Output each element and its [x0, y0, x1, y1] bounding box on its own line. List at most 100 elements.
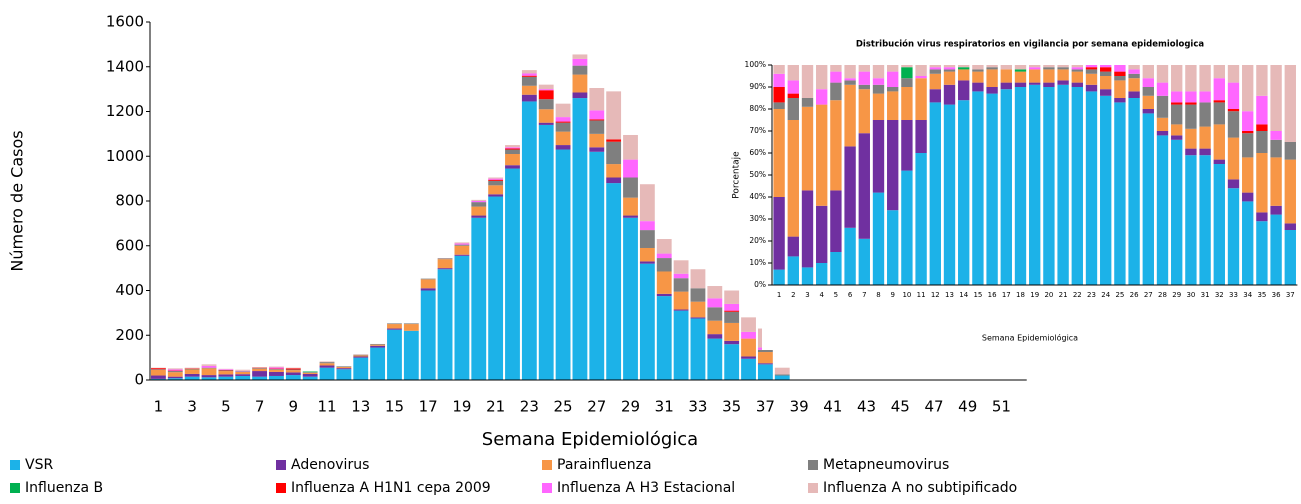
bar-segment — [1001, 83, 1012, 90]
bar-segment — [303, 373, 318, 374]
bar-segment — [1072, 65, 1083, 67]
x-tick-label: 29 — [621, 398, 640, 416]
bar-segment — [1128, 78, 1139, 91]
bar-segment — [404, 324, 419, 331]
bar-segment — [539, 89, 554, 90]
bar-segment — [505, 145, 520, 147]
bar-segment — [1029, 69, 1040, 82]
bar-segment — [901, 87, 912, 120]
bar-segment — [218, 374, 233, 376]
bar-segment — [1043, 65, 1054, 67]
bar-segment — [573, 54, 588, 58]
bar-segment — [1143, 87, 1154, 96]
bar-segment — [1171, 135, 1182, 139]
bar-segment — [930, 69, 941, 73]
legend-label: Influenza A H1N1 cepa 2009 — [291, 480, 491, 496]
bar-segment — [1128, 69, 1139, 73]
y-tick-label: 1200 — [106, 102, 144, 120]
x-tick-label: 35 — [722, 398, 741, 416]
bar-segment — [944, 65, 955, 67]
bar-segment — [1086, 69, 1097, 73]
bar-segment — [1214, 164, 1225, 285]
bar-segment — [788, 98, 799, 120]
x-tick-label: 36 — [1272, 291, 1281, 299]
bar-segment — [168, 368, 183, 369]
bar-segment — [387, 324, 402, 328]
bar-segment — [505, 147, 520, 148]
bar-segment — [1001, 69, 1012, 82]
bar-segment — [202, 375, 217, 377]
bar-segment — [252, 367, 267, 368]
bar-segment — [707, 339, 722, 380]
x-tick-label: 25 — [554, 398, 573, 416]
bar-segment — [901, 78, 912, 87]
bar-segment — [320, 363, 335, 365]
bar-segment — [151, 369, 166, 370]
bar-segment — [1100, 76, 1111, 89]
x-tick-label: 19 — [1030, 291, 1039, 299]
x-tick-label: 33 — [1229, 291, 1238, 299]
x-tick-label: 47 — [924, 398, 943, 416]
bar-segment — [1285, 230, 1296, 285]
bar-segment — [539, 90, 554, 99]
bar-segment — [972, 83, 983, 92]
bar-segment — [269, 367, 284, 368]
bar-segment — [873, 94, 884, 120]
bar-segment — [1114, 72, 1125, 76]
bar-segment — [252, 371, 267, 377]
bar-segment — [758, 363, 773, 364]
bar-segment — [859, 85, 870, 89]
bar-segment — [944, 85, 955, 105]
bar-segment — [353, 357, 368, 358]
bar-segment — [802, 107, 813, 191]
bar-segment — [454, 244, 469, 245]
bar-segment — [674, 278, 689, 291]
bar-segment — [606, 139, 621, 141]
bar-segment — [235, 372, 250, 374]
bar-segment — [1256, 124, 1267, 131]
bar-segment — [573, 59, 588, 66]
bar-segment — [1256, 221, 1267, 285]
bar-segment — [775, 368, 790, 375]
bar-segment — [1114, 98, 1125, 102]
bar-segment — [640, 230, 655, 248]
y-tick-label: 20% — [749, 236, 766, 245]
x-tick-label: 21 — [486, 398, 505, 416]
bar-segment — [657, 296, 672, 380]
bar-segment — [573, 98, 588, 380]
x-tick-label: 34 — [1243, 291, 1252, 299]
bar-segment — [286, 370, 301, 372]
bar-segment — [1199, 102, 1210, 126]
bar-segment — [488, 185, 503, 194]
bar-segment — [556, 123, 571, 132]
bar-segment — [218, 369, 233, 370]
bar-segment — [387, 329, 402, 330]
bar-segment — [859, 239, 870, 285]
bar-segment — [1043, 83, 1054, 87]
bar-segment — [1270, 140, 1281, 158]
bar-segment — [488, 197, 503, 380]
bar-segment — [1199, 149, 1210, 156]
bar-segment — [691, 318, 706, 380]
bar-segment — [844, 78, 855, 80]
bar-segment — [606, 142, 621, 164]
y-axis-title: Porcentaje — [732, 151, 742, 199]
bar-segment — [657, 239, 672, 254]
bar-segment — [691, 269, 706, 288]
bar-segment — [887, 210, 898, 285]
bar-segment — [1171, 91, 1182, 102]
x-tick-label: 2 — [791, 291, 795, 299]
bar-segment — [454, 242, 469, 243]
legend-swatch — [808, 460, 818, 470]
bar-segment — [1015, 69, 1026, 71]
x-tick-label: 22 — [1073, 291, 1082, 299]
bar-segment — [623, 160, 638, 178]
bar-segment — [724, 312, 739, 323]
bar-segment — [873, 120, 884, 193]
bar-segment — [758, 364, 773, 380]
bar-segment — [802, 98, 813, 107]
bar-segment — [1228, 83, 1239, 109]
bar-segment — [589, 147, 604, 151]
bar-segment — [1185, 129, 1196, 149]
bar-segment — [873, 193, 884, 285]
